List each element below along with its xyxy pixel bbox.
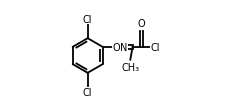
Text: CH₃: CH₃ (121, 63, 139, 73)
Text: Cl: Cl (150, 42, 159, 52)
Text: Cl: Cl (82, 15, 92, 25)
Text: N: N (120, 42, 127, 52)
Text: O: O (137, 19, 144, 29)
Text: Cl: Cl (82, 87, 92, 97)
Text: O: O (112, 42, 120, 52)
